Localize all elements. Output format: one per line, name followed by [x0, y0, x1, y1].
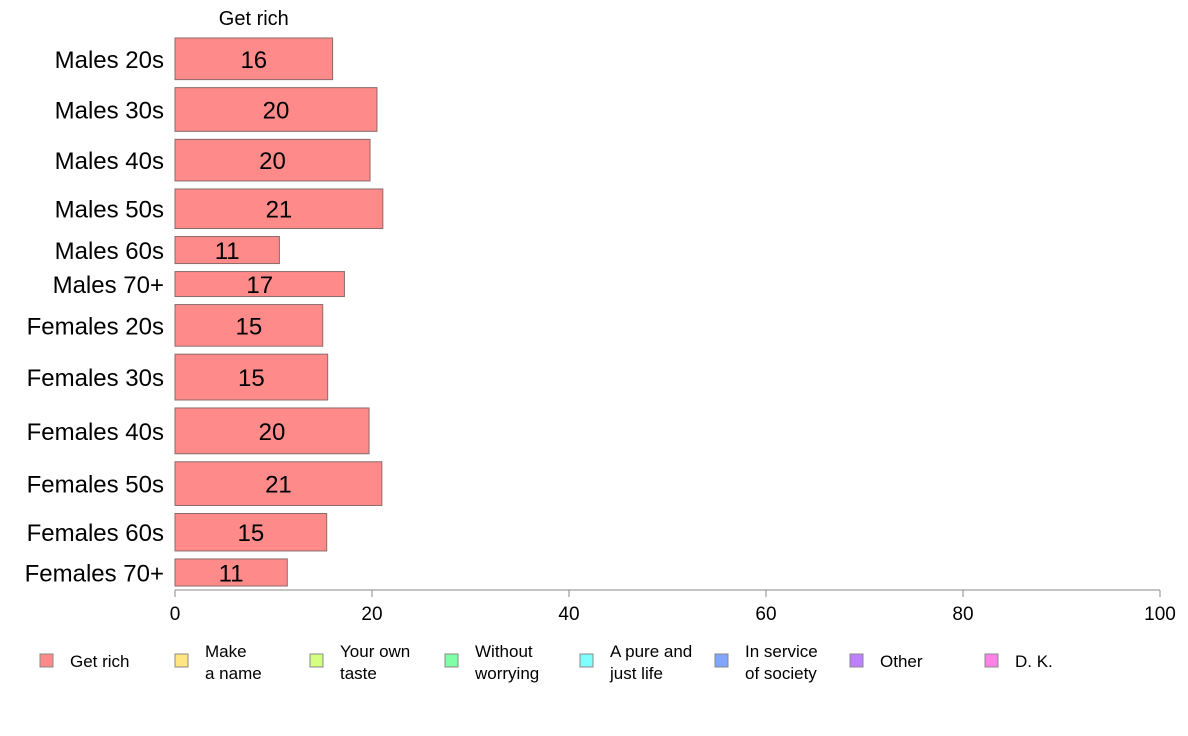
legend-label-line: Make: [205, 642, 247, 661]
bar-0-0: [174, 37, 334, 81]
category-label: Males 40s: [55, 148, 164, 175]
bar-value-label: 17: [246, 272, 273, 299]
category-label: Females 70+: [25, 560, 164, 587]
bar-0-3: [174, 188, 384, 230]
bar-value-label: 20: [259, 419, 286, 446]
legend-label-line: a name: [205, 664, 262, 683]
bar-value-label: 15: [238, 365, 265, 392]
legend-label: In service of society: [745, 642, 818, 683]
bar-0-10: [174, 512, 328, 552]
legend-label: Your own taste: [340, 642, 410, 683]
bar-0-5: [174, 271, 345, 298]
legend-swatch: [849, 653, 864, 668]
x-tick-label: 100: [1144, 604, 1176, 625]
legend-label: Make a name: [205, 642, 262, 683]
legend-label-line: taste: [340, 664, 377, 683]
x-tick-label: 0: [170, 604, 181, 625]
legend-label-line: Your own: [340, 642, 410, 661]
bar-0-11: [174, 558, 288, 587]
category-labels: Get rich Males 20s Males 30s Males 40s Males…: [25, 8, 289, 587]
category-label: Females 50s: [27, 472, 164, 499]
bar-0-1: [174, 87, 378, 132]
category-label: Females 20s: [27, 313, 164, 340]
bar-0-7: [174, 353, 329, 401]
bar-0-2: [174, 138, 371, 182]
legend: Get rich Make a name Your own taste Without wo…: [39, 642, 1053, 683]
x-axis: 0 20 40 60 80 100: [170, 589, 1176, 625]
bar-value-label: 15: [236, 313, 263, 340]
category-label: Males 20s: [55, 47, 164, 74]
x-tick-label: 20: [361, 604, 382, 625]
bar-value-label: 16: [240, 47, 267, 74]
legend-label: D. K.: [1015, 652, 1053, 671]
legend-label: Get rich: [70, 652, 130, 671]
x-tick-label: 40: [558, 604, 579, 625]
legend-label-line: In service: [745, 642, 818, 661]
bar-0-9: [174, 461, 383, 506]
legend-label: Other: [880, 652, 923, 671]
legend-swatch: [174, 653, 189, 668]
legend-label: Without worrying: [474, 642, 539, 683]
bar-0-6: [174, 304, 324, 347]
legend-swatch: [579, 653, 594, 668]
column-header: Get rich: [219, 8, 289, 30]
bar-value-label: 20: [263, 97, 290, 124]
bar-0-8: [174, 407, 370, 455]
category-label: Males 60s: [55, 238, 164, 265]
category-label: Males 30s: [55, 97, 164, 124]
legend-label-line: A pure and: [610, 642, 692, 661]
category-label: Females 40s: [27, 419, 164, 446]
legend-swatch: [714, 653, 729, 668]
legend-swatch: [444, 653, 459, 668]
legend-swatch: [309, 653, 324, 668]
legend-label: A pure and just life: [609, 642, 692, 683]
bar-value-label: 11: [215, 238, 240, 265]
bar-value-label: 15: [237, 520, 264, 547]
legend-swatch: [39, 653, 54, 668]
category-label: Females 30s: [27, 365, 164, 392]
category-label: Males 70+: [53, 272, 164, 299]
bar-value-label: 21: [265, 472, 292, 499]
x-tick-label: 80: [952, 604, 973, 625]
legend-swatch: [984, 653, 999, 668]
bar-value-label: 21: [266, 197, 293, 224]
legend-label-line: Without: [475, 642, 533, 661]
legend-label-line: of society: [745, 664, 817, 683]
bar-0-4: [174, 236, 280, 265]
bar-value-label: 20: [259, 148, 286, 175]
legend-label-line: just life: [609, 664, 663, 683]
bar-value-label: 11: [219, 560, 244, 587]
legend-label-line: worrying: [474, 664, 539, 683]
category-label: Females 60s: [27, 520, 164, 547]
category-label: Males 50s: [55, 197, 164, 224]
x-tick-label: 60: [755, 604, 776, 625]
